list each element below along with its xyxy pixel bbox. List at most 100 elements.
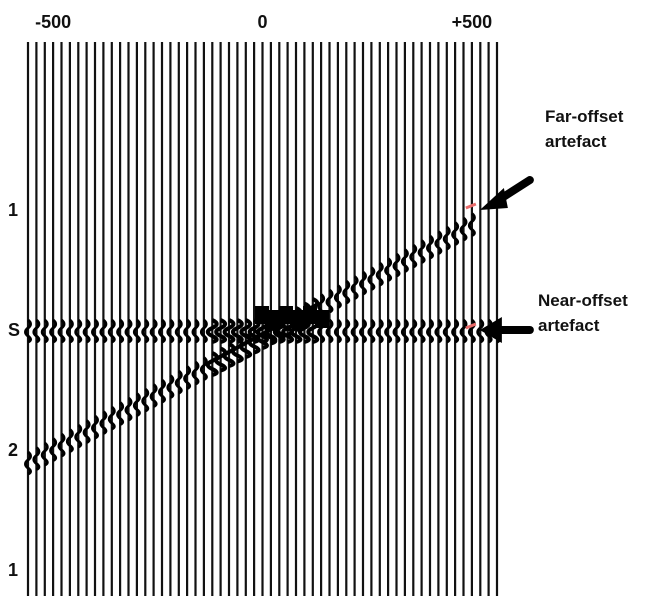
far-offset-event-wiggle xyxy=(342,279,351,305)
far-offset-event-wiggle xyxy=(166,374,175,399)
near-offset-event-wiggle xyxy=(384,318,393,344)
y-tick-label: 2 xyxy=(8,440,18,460)
far-offset-event-wiggle xyxy=(191,360,200,386)
near-offset-event-wiggle xyxy=(333,318,342,344)
near-offset-event-wiggle xyxy=(24,318,32,344)
near-offset-event-wiggle xyxy=(40,318,49,344)
far-offset-event-wiggle xyxy=(384,257,393,282)
far-offset-event-wiggle xyxy=(199,356,208,381)
apex-energy-mark xyxy=(255,306,269,324)
near-offset-event-wiggle xyxy=(350,318,359,344)
near-offset-event-wiggle xyxy=(222,318,236,344)
annotation-line2: artefact xyxy=(545,132,607,151)
near-offset-event-wiggle xyxy=(417,318,426,344)
far-offset-event-wiggle xyxy=(91,414,99,440)
far-offset-event-wiggle xyxy=(141,387,150,413)
near-offset-event-wiggle xyxy=(205,318,219,344)
far-offset-event-wiggle xyxy=(40,441,49,467)
far-offset-event-wiggle xyxy=(32,446,41,471)
near-offset-event-wiggle xyxy=(116,318,125,344)
near-offset-event-wiggle xyxy=(442,318,451,344)
near-offset-event-wiggle xyxy=(214,318,228,344)
near-offset-event-wiggle xyxy=(74,318,83,344)
far-offset-event-wiggle xyxy=(57,432,66,458)
far-offset-event-wiggle xyxy=(74,423,83,449)
annotation-line1: Far-offset xyxy=(545,107,624,126)
far-offset-event-wiggle xyxy=(149,383,158,408)
far-offset-event-wiggle xyxy=(174,369,183,395)
far-offset-event-wiggle xyxy=(451,221,460,246)
annotation-arrowhead xyxy=(479,317,502,343)
x-tick-label: -500 xyxy=(35,12,71,32)
far-offset-event-wiggle xyxy=(24,450,32,476)
far-offset-event-wiggle xyxy=(417,239,426,264)
near-offset-event-wiggle xyxy=(426,318,434,344)
far-offset-event-wiggle xyxy=(333,284,342,309)
artefact-marker xyxy=(465,322,477,330)
far-offset-event-wiggle xyxy=(442,225,451,251)
near-offset-event-wiggle xyxy=(459,318,468,344)
far-offset-event-wiggle xyxy=(116,401,125,426)
annotation-group: Far-offset artefact Near-offset artefact xyxy=(465,107,628,343)
near-offset-event-wiggle xyxy=(91,318,99,344)
artefact-marker xyxy=(465,202,477,210)
far-offset-event-wiggle xyxy=(359,270,367,296)
apex-energy-mark xyxy=(279,306,293,324)
trace-group xyxy=(26,42,499,596)
apex-energy-mark xyxy=(303,306,317,324)
apex-energy-mark xyxy=(315,310,329,328)
near-offset-event-wiggle xyxy=(166,318,175,344)
far-offset-event-wiggle xyxy=(183,365,192,390)
near-offset-event-wiggle xyxy=(141,318,150,344)
near-offset-event-wiggle xyxy=(191,318,200,344)
near-offset-event-wiggle xyxy=(199,318,208,344)
y-tick-label: 1 xyxy=(8,200,18,220)
annotation-line2: artefact xyxy=(538,316,600,335)
near-offset-event-wiggle xyxy=(124,318,133,344)
y-axis-ticks: 1 S 2 1 xyxy=(8,200,20,580)
near-offset-event-wiggle xyxy=(375,318,384,344)
near-offset-event-wiggle xyxy=(183,318,192,344)
near-offset-event-wiggle xyxy=(392,318,401,344)
y-tick-label: S xyxy=(8,320,20,340)
far-offset-event-wiggle xyxy=(350,275,359,300)
near-offset-event-wiggle xyxy=(107,318,116,344)
near-offset-event-wiggle xyxy=(367,318,376,344)
far-offset-event-wiggle xyxy=(400,248,409,273)
far-offset-event-wiggle xyxy=(367,266,376,291)
far-offset-event-wiggle xyxy=(158,378,166,404)
near-offset-event-wiggle xyxy=(158,318,166,344)
near-offset-event-wiggle xyxy=(342,318,351,344)
apex-energy-mark xyxy=(291,310,305,328)
annotation-arrowhead xyxy=(479,188,508,210)
far-offset-event-wiggle xyxy=(325,288,334,314)
near-offset-event-wiggle xyxy=(82,318,91,344)
near-offset-event-wiggle xyxy=(400,318,409,344)
far-offset-event-wiggle xyxy=(107,405,116,431)
near-offset-event-wiggle xyxy=(409,318,418,344)
near-offset-event-wiggle xyxy=(451,318,460,344)
far-offset-event-wiggle xyxy=(49,437,58,462)
x-tick-label: 0 xyxy=(257,12,267,32)
near-offset-event-wiggle xyxy=(149,318,158,344)
near-offset-event-wiggle xyxy=(99,318,108,344)
far-offset-event-wiggle xyxy=(124,396,133,422)
near-offset-event-wiggle xyxy=(65,318,74,344)
far-offset-event-wiggle xyxy=(392,252,401,278)
far-offset-event-wiggle xyxy=(82,419,91,444)
near-offset-event-wiggle xyxy=(359,318,367,344)
apex-energy-mark xyxy=(267,310,281,328)
far-offset-event-wiggle xyxy=(467,212,476,237)
far-offset-event-wiggle xyxy=(132,392,141,417)
far-offset-event-wiggle xyxy=(426,234,434,260)
near-offset-event-wiggle xyxy=(57,318,66,344)
far-offset-event-wiggle xyxy=(409,243,418,269)
far-offset-event-wiggle xyxy=(434,230,443,255)
far-offset-event-wiggle xyxy=(65,428,74,453)
near-offset-event-wiggle xyxy=(132,318,141,344)
near-offset-event-wiggle xyxy=(230,318,244,344)
far-offset-event-wiggle xyxy=(99,410,108,435)
near-offset-event-wiggle xyxy=(434,318,443,344)
x-tick-label: +500 xyxy=(452,12,493,32)
